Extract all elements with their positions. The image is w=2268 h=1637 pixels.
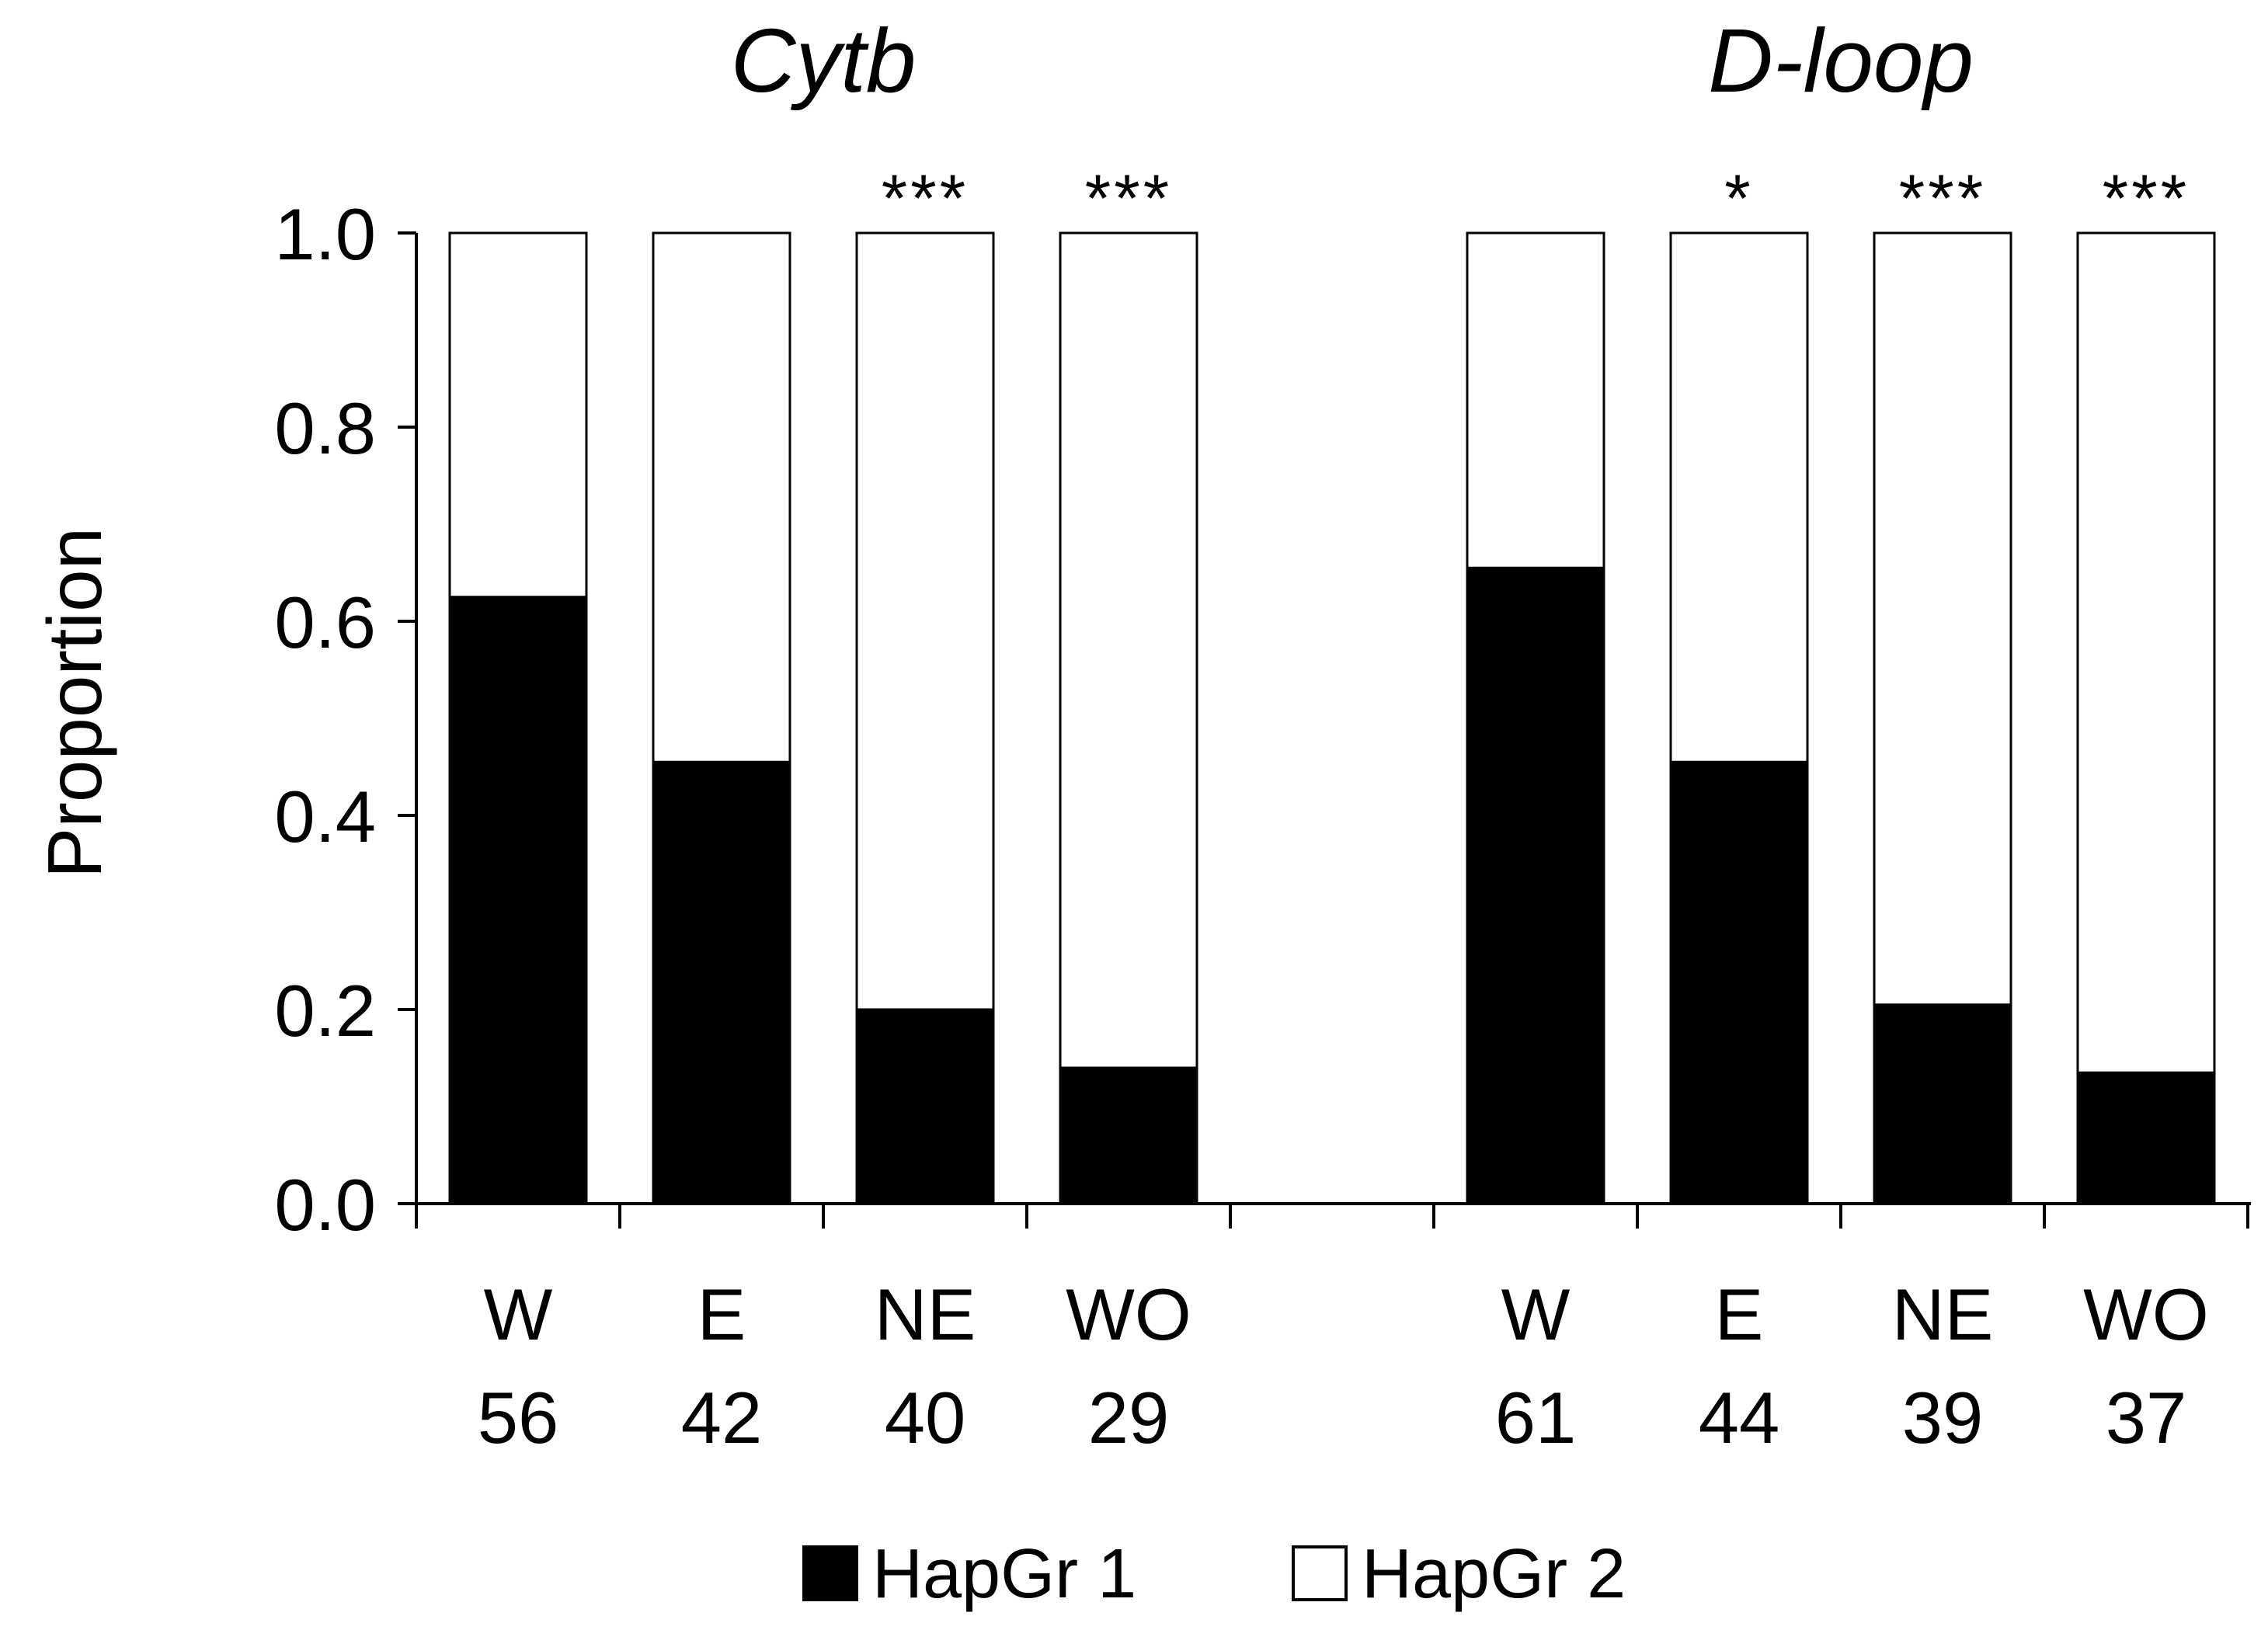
bar-segment-hapgr2 <box>1873 231 2012 1006</box>
legend-label: HapGr 2 <box>1362 1535 1626 1613</box>
bar-segment-hapgr2 <box>2076 231 2216 1074</box>
y-tick-label: 1.0 <box>274 193 376 275</box>
y-axis-label: Proportion <box>32 527 117 878</box>
sample-size-label: 29 <box>1088 1377 1170 1458</box>
significance-label: *** <box>2103 162 2190 236</box>
bar-segment-hapgr2 <box>1466 231 1605 569</box>
sample-size-label: 56 <box>478 1377 559 1458</box>
category-label: WO <box>1066 1274 1191 1355</box>
significance-label: *** <box>1899 162 1986 236</box>
significance-label: * <box>1724 162 1753 236</box>
category-label: E <box>697 1274 746 1355</box>
legend-swatch-hapgr1 <box>802 1545 858 1601</box>
significance-label: *** <box>1085 162 1172 236</box>
bar-segment-hapgr1 <box>855 1008 995 1205</box>
bar-segment-hapgr2 <box>855 231 995 1011</box>
category-label: NE <box>1892 1274 1994 1355</box>
category-label: W <box>1501 1274 1571 1355</box>
sample-size-label: 42 <box>681 1377 763 1458</box>
category-label: E <box>1715 1274 1764 1355</box>
bar-segment-hapgr1 <box>1873 1003 2012 1205</box>
legend-swatch-hapgr2 <box>1292 1545 1348 1601</box>
bar-segment-hapgr1 <box>2076 1071 2216 1205</box>
legend: HapGr 1 HapGr 2 <box>802 1535 1626 1613</box>
sample-size-label: 37 <box>2106 1377 2187 1458</box>
sample-size-label: 40 <box>885 1377 966 1458</box>
bar-segment-hapgr1 <box>1466 566 1605 1205</box>
bars <box>448 231 2216 1205</box>
y-tick-label: 0.8 <box>274 388 376 469</box>
legend-label: HapGr 1 <box>872 1535 1136 1613</box>
category-label: W <box>484 1274 553 1355</box>
panel-title: D-loop <box>1708 10 1974 111</box>
sample-size-label: 61 <box>1495 1377 1577 1458</box>
category-label: WO <box>2083 1274 2209 1355</box>
bar-segment-hapgr1 <box>1669 760 1809 1205</box>
bar-segment-hapgr2 <box>1669 231 1809 763</box>
sample-size-label: 39 <box>1902 1377 1984 1458</box>
panel-title: Cytb <box>731 10 917 111</box>
y-tick-label: 0.0 <box>274 1164 376 1246</box>
y-tick-label: 0.2 <box>274 970 376 1051</box>
bar-segment-hapgr2 <box>448 231 588 599</box>
category-label: NE <box>875 1274 976 1355</box>
bar-segment-hapgr1 <box>448 596 588 1205</box>
bar-segment-hapgr1 <box>1059 1066 1198 1205</box>
y-tick-label: 0.6 <box>274 582 376 663</box>
bar-segment-hapgr2 <box>652 231 791 763</box>
y-tick-label: 0.4 <box>274 776 376 857</box>
bar-segment-hapgr1 <box>652 760 791 1205</box>
sample-size-label: 44 <box>1699 1377 1780 1458</box>
bar-segment-hapgr2 <box>1059 231 1198 1069</box>
significance-label: *** <box>882 162 969 236</box>
labels: 0.00.20.40.60.81.0ProportionCytbW56E42**… <box>32 10 2209 1458</box>
